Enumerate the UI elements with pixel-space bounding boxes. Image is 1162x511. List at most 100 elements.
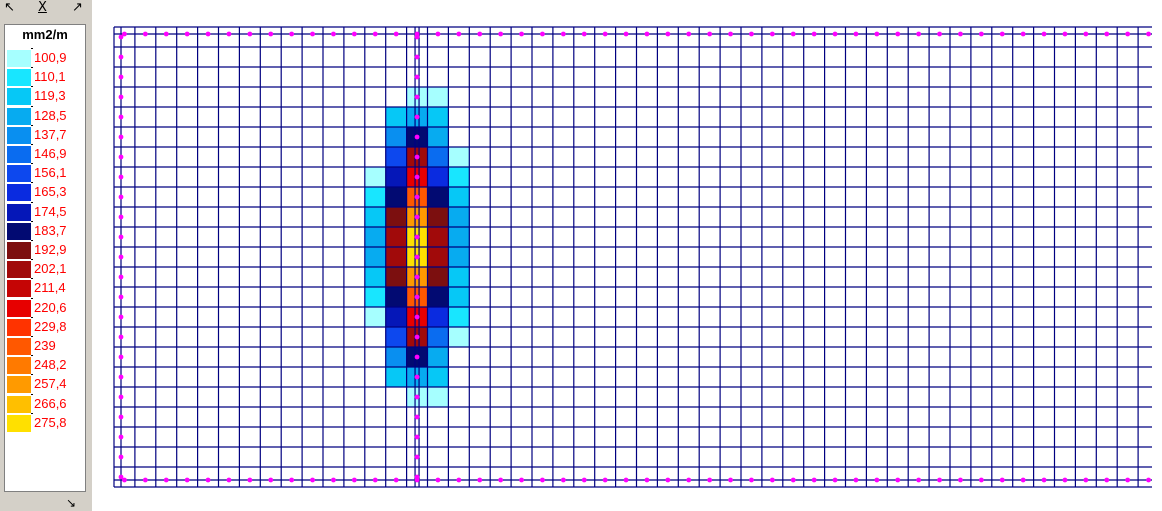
legend-entry: 110,1 [5,67,85,87]
support-node [769,31,775,37]
support-node [289,477,295,483]
support-node [456,477,462,483]
heat-cell [385,367,408,388]
support-node [602,477,608,483]
support-node [414,214,420,220]
support-node [122,477,127,483]
support-node [414,454,420,460]
support-node [184,477,190,483]
legend-tick [31,316,33,318]
legend-swatch [7,203,31,221]
heat-cell [427,247,449,268]
support-node [122,31,127,37]
heat-cell [448,207,470,228]
heat-cell [448,327,470,348]
support-node [414,194,420,200]
legend-value-label: 257,4 [34,376,67,392]
support-node [937,31,942,37]
legend-swatch [7,222,31,240]
legend-swatch [7,318,31,336]
support-node [393,31,399,37]
expand-arrow-icon[interactable]: ↗ [72,0,83,15]
collapse-arrow-icon[interactable]: ↖ [4,0,15,15]
support-node [118,334,124,340]
support-node [372,31,378,37]
support-node [644,31,650,37]
support-node [1125,31,1131,37]
legend-entry: 220,6 [5,297,85,317]
support-node [184,31,190,37]
legend-tick [31,86,33,88]
heat-cell [427,107,449,128]
heat-cell [427,347,449,368]
legend-value-label: 202,1 [34,261,67,277]
support-node [937,477,942,483]
legend-value-label: 248,2 [34,357,67,373]
support-node [477,31,483,37]
support-node [414,94,420,100]
close-icon[interactable]: X [38,0,47,15]
support-node [118,134,124,140]
support-node [118,254,124,260]
support-node [916,477,922,483]
support-node [1062,477,1068,483]
legend-entry: 239 [5,336,85,355]
support-node [958,477,963,483]
heat-cell [385,207,408,228]
support-node [118,454,124,460]
support-node [540,31,545,37]
support-node [644,477,650,483]
legend-tick [31,393,33,395]
support-node [728,477,733,483]
legend-value-label: 183,7 [34,222,67,238]
support-node [414,114,420,120]
heat-cell [427,307,449,328]
support-node [769,477,775,483]
support-node [118,474,124,480]
support-node [414,414,420,420]
support-node [414,434,420,440]
support-node [118,94,124,100]
support-node [351,477,357,483]
support-node [414,134,420,140]
support-node [581,31,587,37]
legend-swatch [7,414,31,432]
legend-value-label: 220,6 [34,299,67,315]
support-node [310,477,315,483]
support-node [118,34,124,40]
support-node [1146,31,1151,37]
legend-swatch [7,395,31,413]
legend-tick [31,297,33,299]
support-node [811,31,817,37]
heat-cell [448,227,470,248]
support-node [118,174,124,180]
support-node [853,31,859,37]
heat-cell [448,167,470,188]
resize-arrow-icon[interactable]: ↘ [66,496,77,510]
support-node [895,477,901,483]
support-node [498,477,504,483]
legend-tick [31,67,33,69]
support-node [686,31,692,37]
support-node [414,254,420,260]
finite-element-mesh[interactable] [106,18,1152,492]
legend-tick [31,259,33,261]
heat-cell [385,147,408,168]
support-node [435,31,441,37]
legend-entry: 275,8 [5,412,85,432]
support-node [118,234,124,240]
support-node [1020,31,1026,37]
support-node [707,31,713,37]
support-node [498,31,504,37]
support-node [351,31,357,37]
support-node [665,477,671,483]
legend-swatch [7,376,31,394]
legend-entry: 137,7 [5,124,85,144]
legend-value-label: 275,8 [34,414,67,430]
legend-swatch [7,357,31,375]
legend-value-label: 156,1 [34,165,67,181]
legend-swatch [7,126,31,144]
support-node [999,31,1005,37]
legend-tick [31,124,33,126]
legend-tick [31,412,33,414]
